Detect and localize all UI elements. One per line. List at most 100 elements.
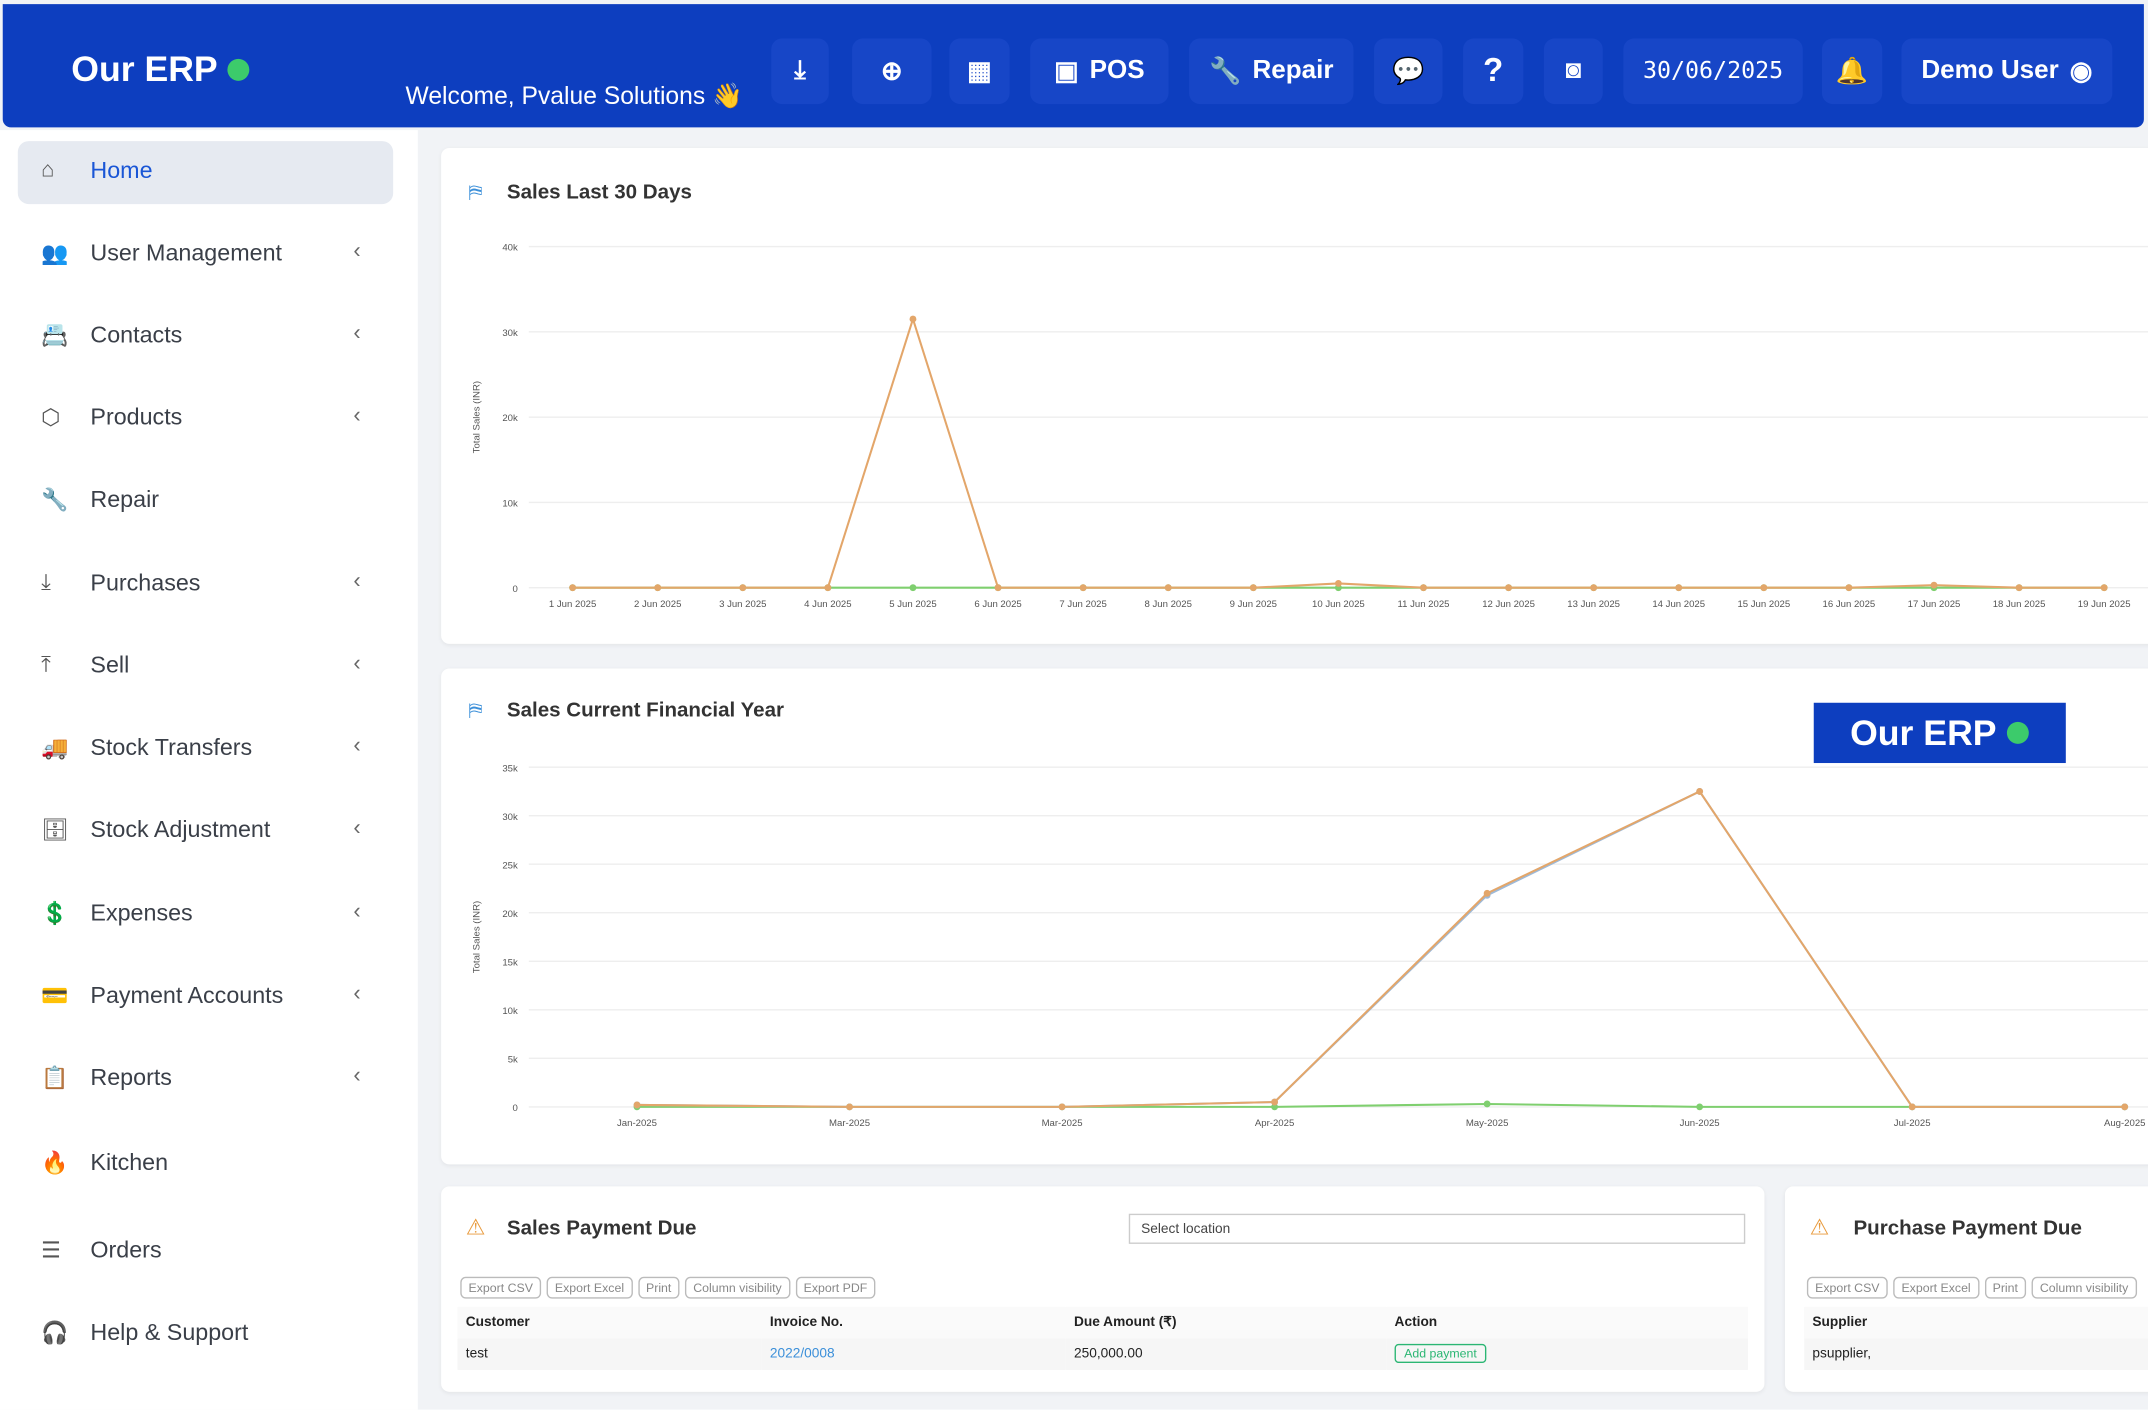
point <box>1059 1103 1066 1110</box>
line <box>637 791 2125 1106</box>
x-tick-label: 15 Jun 2025 <box>1737 599 1790 610</box>
point <box>1165 584 1172 591</box>
point <box>824 584 831 591</box>
sales-payment-due: ⚠ Sales Payment Due Select location Expo… <box>441 1186 1764 1391</box>
cell: test <box>458 1338 762 1370</box>
point <box>654 584 661 591</box>
add-payment-button[interactable]: Add payment <box>1395 1344 1487 1363</box>
x-tick-label: 10 Jun 2025 <box>1312 599 1365 610</box>
point <box>1696 1103 1703 1110</box>
x-tick-label: Mar-2025 <box>829 1118 870 1129</box>
export-button[interactable]: Print <box>638 1277 680 1299</box>
point <box>846 1103 853 1110</box>
point <box>2101 584 2108 591</box>
y-tick-label: 5k <box>508 1054 518 1065</box>
x-tick-label: 5 Jun 2025 <box>889 599 936 610</box>
column-header: Customer <box>458 1307 762 1339</box>
x-tick-label: 3 Jun 2025 <box>719 599 766 610</box>
x-tick-label: Jul-2025 <box>1894 1118 1931 1129</box>
point <box>1420 584 1427 591</box>
x-tick-label: Aug-2025 <box>2104 1118 2146 1129</box>
cell: 250,000.00 <box>1066 1338 1387 1370</box>
x-tick-label: 18 Jun 2025 <box>1993 599 2046 610</box>
export-button[interactable]: Export Excel <box>547 1277 633 1299</box>
y-tick-label: 30k <box>502 328 518 339</box>
x-tick-label: Apr-2025 <box>1255 1118 1294 1129</box>
x-tick-label: 19 Jun 2025 <box>2078 599 2131 610</box>
point <box>1250 584 1257 591</box>
x-tick-label: Jun-2025 <box>1680 1118 1720 1129</box>
cell: psupplier, <box>1804 1338 2148 1370</box>
column-header: Supplier <box>1804 1307 2148 1339</box>
point <box>995 584 1002 591</box>
x-tick-label: Jan-2025 <box>617 1118 657 1129</box>
export-button[interactable]: Export CSV <box>460 1277 541 1299</box>
point <box>1696 788 1703 795</box>
point <box>1335 580 1342 587</box>
x-tick-label: 4 Jun 2025 <box>804 599 851 610</box>
point <box>1675 584 1682 591</box>
y-tick-label: 20k <box>502 413 518 424</box>
y-axis-label: Total Sales (INR) <box>471 381 482 453</box>
y-tick-label: 0 <box>512 584 517 595</box>
point <box>1760 584 1767 591</box>
purchase-payment-due: ⚠ Purchase Payment Due Export CSVExport … <box>1785 1186 2148 1391</box>
point <box>634 1102 641 1109</box>
x-tick-label: 7 Jun 2025 <box>1059 599 1106 610</box>
point <box>2016 584 2023 591</box>
panel-title: Purchase Payment Due <box>1853 1216 2081 1239</box>
x-tick-label: 16 Jun 2025 <box>1823 599 1876 610</box>
point <box>569 584 576 591</box>
y-axis-label: Total Sales (INR) <box>471 901 482 973</box>
y-tick-label: 40k <box>502 243 518 254</box>
column-header: Invoice No. <box>762 1307 1066 1339</box>
x-tick-label: 6 Jun 2025 <box>974 599 1021 610</box>
export-button[interactable]: Export Excel <box>1893 1277 1979 1299</box>
column-header: Due Amount (₹) <box>1066 1307 1387 1339</box>
badge-text: Our ERP <box>1850 712 1996 754</box>
x-tick-label: 2 Jun 2025 <box>634 599 681 610</box>
x-tick-label: 11 Jun 2025 <box>1397 599 1449 610</box>
y-tick-label: 30k <box>502 812 518 823</box>
x-tick-label: 1 Jun 2025 <box>549 599 596 610</box>
line <box>573 319 2105 588</box>
export-button[interactable]: Export PDF <box>795 1277 875 1299</box>
point <box>1080 584 1087 591</box>
y-tick-label: 35k <box>502 763 518 774</box>
x-tick-label: 13 Jun 2025 <box>1567 599 1620 610</box>
column-header: Action <box>1386 1307 1748 1339</box>
point <box>1931 582 1938 589</box>
y-tick-label: 10k <box>502 499 518 510</box>
x-tick-label: 12 Jun 2025 <box>1482 599 1535 610</box>
badge: Our ERP <box>1814 703 2066 763</box>
table: CustomerInvoice No.Due Amount (₹)Action … <box>458 1307 1748 1370</box>
table: Supplier psupplier, <box>1804 1307 2148 1370</box>
x-tick-label: May-2025 <box>1466 1118 1509 1129</box>
location-select[interactable]: Select location <box>1129 1214 1745 1244</box>
point <box>1505 584 1512 591</box>
y-tick-label: 15k <box>502 957 518 968</box>
x-tick-label: 9 Jun 2025 <box>1230 599 1277 610</box>
x-tick-label: 14 Jun 2025 <box>1652 599 1705 610</box>
point <box>1271 1099 1278 1106</box>
export-button[interactable]: Column visibility <box>685 1277 790 1299</box>
y-tick-label: 25k <box>502 860 518 871</box>
export-button[interactable]: Export CSV <box>1807 1277 1888 1299</box>
point <box>739 584 746 591</box>
point <box>1590 584 1597 591</box>
point <box>1484 1101 1491 1108</box>
point <box>1845 584 1852 591</box>
panel-title: Sales Payment Due <box>507 1216 697 1239</box>
x-tick-label: 17 Jun 2025 <box>1908 599 1961 610</box>
point <box>2121 1103 2128 1110</box>
export-button[interactable]: Print <box>1984 1277 2026 1299</box>
export-button[interactable]: Column visibility <box>2032 1277 2137 1299</box>
invoice-link[interactable]: 2022/0008 <box>762 1338 1066 1370</box>
x-tick-label: Mar-2025 <box>1042 1118 1083 1129</box>
point <box>1909 1103 1916 1110</box>
point <box>1484 890 1491 897</box>
line <box>637 791 2125 1106</box>
y-tick-label: 0 <box>512 1103 517 1114</box>
x-tick-label: 8 Jun 2025 <box>1145 599 1192 610</box>
